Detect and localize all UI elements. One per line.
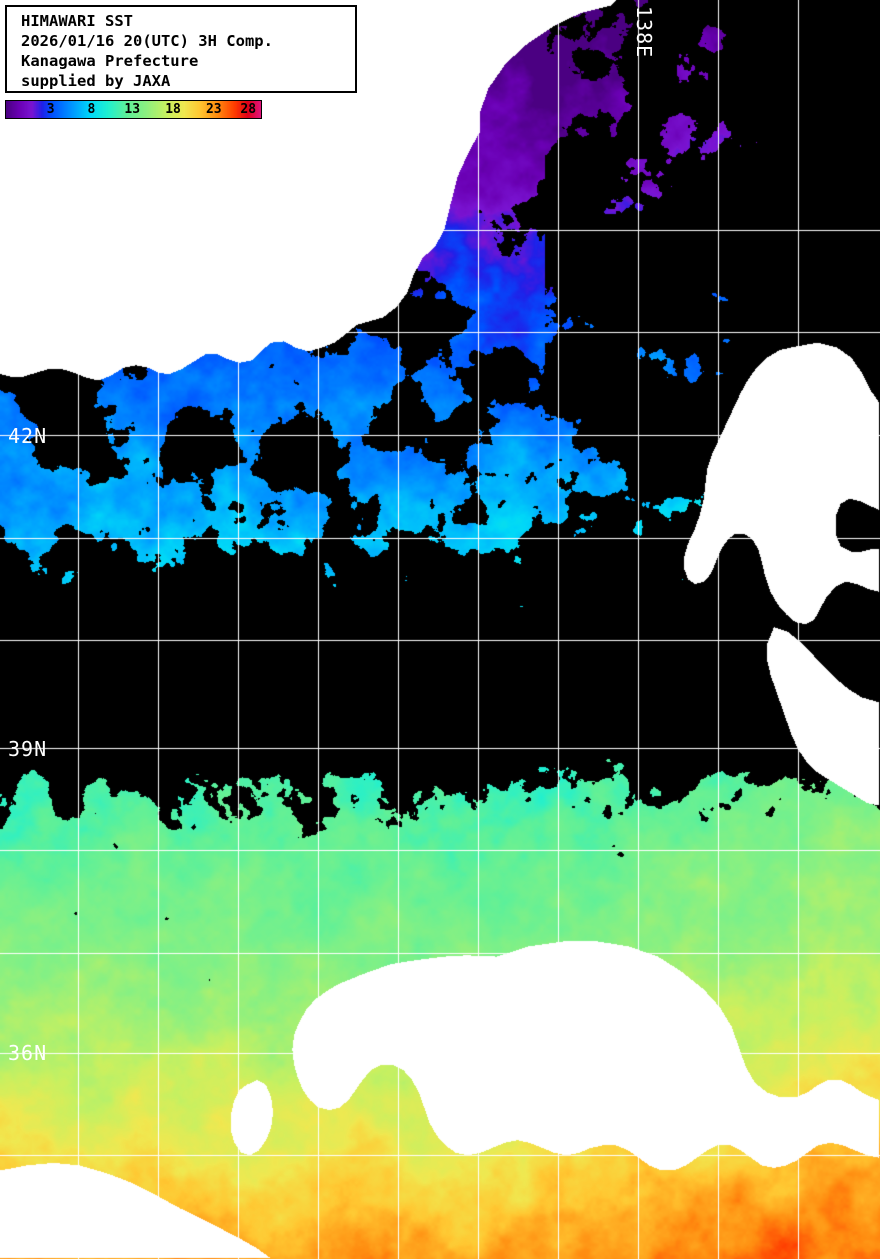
colorbar-tick-3: 3 <box>46 102 55 117</box>
lon-label-138e: 138E <box>632 6 656 59</box>
info-box: HIMAWARI SST 2026/01/16 20(UTC) 3H Comp.… <box>5 5 357 93</box>
lat-label-39n: 39N <box>8 737 48 761</box>
temperature-colorbar: 3 8 13 18 23 28 <box>5 100 262 119</box>
colorbar-tick-13: 13 <box>124 102 141 117</box>
product-region: Kanagawa Prefecture <box>21 52 199 70</box>
colorbar-tick-23: 23 <box>205 102 222 117</box>
colorbar-gradient <box>6 101 261 118</box>
lat-label-36n: 36N <box>8 1041 48 1065</box>
colorbar-tick-18: 18 <box>165 102 181 117</box>
lat-label-42n: 42N <box>8 424 48 448</box>
colorbar-tick-28: 28 <box>240 102 257 117</box>
product-title: HIMAWARI SST <box>21 12 133 30</box>
product-credit: supplied by JAXA <box>21 72 171 90</box>
colorbar-tick-8: 8 <box>87 102 96 117</box>
product-datetime: 2026/01/16 20(UTC) 3H Comp. <box>21 32 273 50</box>
colorbar-tick-labels: 3 8 13 18 23 28 <box>6 101 261 118</box>
